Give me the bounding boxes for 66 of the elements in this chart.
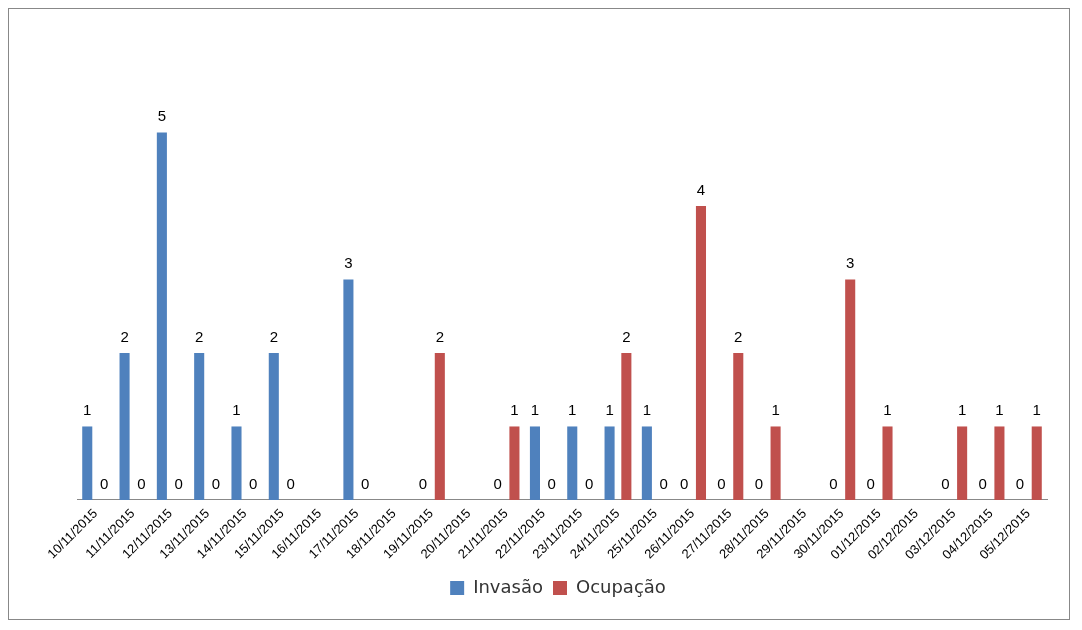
data-label: 1 — [530, 401, 540, 419]
data-label: 1 — [642, 401, 652, 419]
bar — [604, 426, 615, 500]
data-label: 1 — [995, 401, 1004, 419]
bar — [845, 279, 856, 500]
data-label: 0 — [829, 474, 838, 492]
legend-label: Invasão — [473, 575, 543, 597]
bar — [641, 426, 652, 500]
data-label: 1 — [510, 401, 519, 419]
data-label: 2 — [734, 327, 743, 345]
data-label: 1 — [957, 401, 967, 419]
data-label: 4 — [696, 180, 706, 198]
data-label: 0 — [361, 474, 370, 492]
data-label: 1 — [1032, 401, 1041, 419]
data-label: 0 — [493, 474, 502, 492]
data-label: 0 — [211, 474, 221, 492]
data-label: 0 — [137, 474, 146, 492]
bar — [119, 352, 130, 500]
data-label: 2 — [120, 327, 129, 345]
data-label: 0 — [584, 474, 594, 492]
data-label: 2 — [269, 327, 278, 345]
bar — [343, 279, 354, 500]
data-label: 1 — [605, 401, 614, 419]
data-label: 2 — [622, 327, 631, 345]
bar — [770, 426, 781, 500]
bar — [882, 426, 893, 500]
data-label: 0 — [659, 474, 668, 492]
bar — [231, 426, 242, 500]
data-label: 0 — [547, 474, 556, 492]
bar — [567, 426, 578, 500]
data-label: 0 — [978, 474, 987, 492]
data-label: 2 — [435, 327, 444, 345]
bar — [156, 132, 167, 500]
data-label: 1 — [883, 401, 892, 419]
data-label: 0 — [286, 474, 295, 492]
bar — [268, 352, 279, 500]
data-label: 0 — [174, 474, 183, 492]
data-label: 0 — [418, 474, 428, 492]
data-label: 5 — [157, 107, 167, 125]
data-label: 0 — [1015, 474, 1025, 492]
bar — [1031, 426, 1042, 500]
data-label: 1 — [83, 401, 92, 419]
data-label: 1 — [771, 401, 780, 419]
data-label: 3 — [846, 254, 855, 272]
data-label: 0 — [249, 474, 258, 492]
data-label: 1 — [232, 401, 241, 419]
data-label: 0 — [754, 474, 763, 492]
bar — [695, 205, 707, 500]
bar — [434, 352, 445, 500]
data-label: 1 — [568, 401, 577, 419]
bar — [82, 426, 93, 500]
bar — [621, 352, 632, 500]
data-label: 2 — [195, 327, 204, 345]
bar — [509, 426, 520, 500]
data-label: 0 — [941, 474, 950, 492]
data-label: 0 — [717, 474, 726, 492]
bar — [194, 352, 205, 500]
data-label: 3 — [344, 254, 353, 272]
legend-label: Ocupação — [575, 575, 666, 597]
bar — [529, 426, 540, 500]
bar — [733, 352, 744, 500]
data-label: 0 — [680, 474, 689, 492]
bar — [957, 426, 968, 500]
data-label: 0 — [99, 474, 109, 492]
data-label: 0 — [866, 474, 875, 492]
bar — [994, 426, 1005, 500]
